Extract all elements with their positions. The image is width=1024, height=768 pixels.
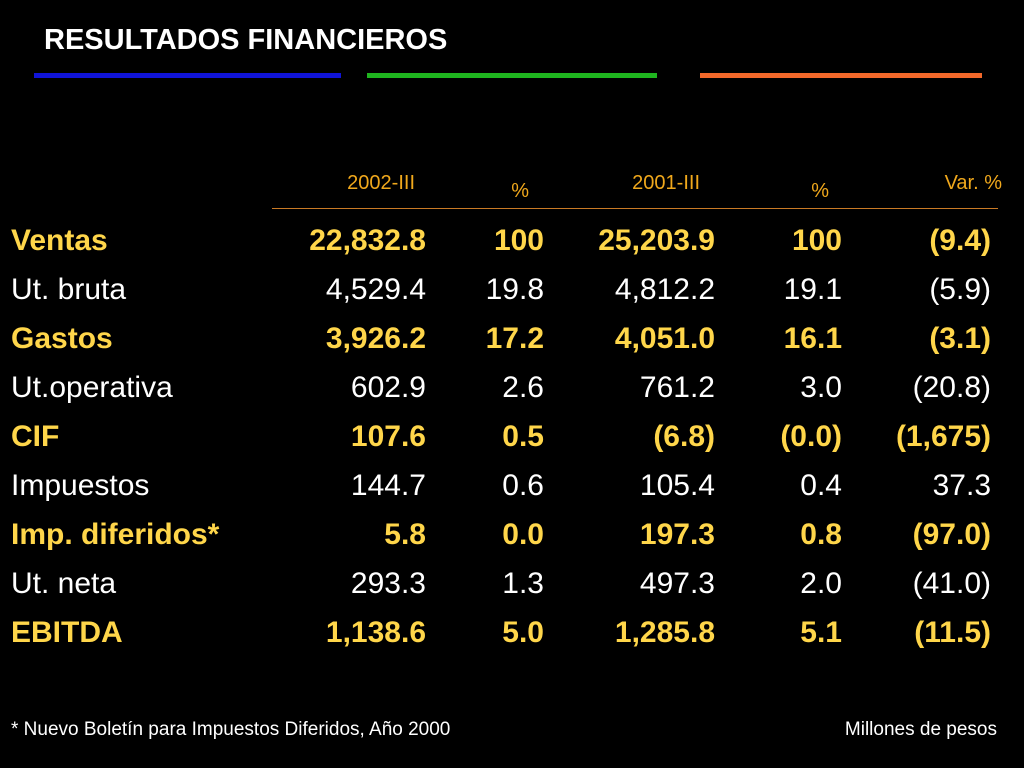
value-2002: 3,926.2 [325, 322, 426, 355]
value-2001: 197.3 [639, 518, 715, 551]
value-2001: 497.3 [639, 567, 715, 600]
table-row: Ventas 22,832.8 100 25,203.9 100 (9.4) [0, 224, 1024, 264]
value-2002: 293.3 [350, 567, 426, 600]
blue-divider-bar [34, 73, 341, 78]
row-label: EBITDA [11, 616, 123, 649]
percent-2002: 19.8 [485, 273, 544, 306]
table-row: Imp. diferidos* 5.8 0.0 197.3 0.8 (97.0) [0, 518, 1024, 558]
value-2001: 761.2 [639, 371, 715, 404]
value-2002: 1,138.6 [325, 616, 426, 649]
row-label: Imp. diferidos* [11, 518, 220, 551]
percent-2002: 100 [493, 224, 544, 257]
value-2002: 144.7 [350, 469, 426, 502]
table-row: Ut. neta 293.3 1.3 497.3 2.0 (41.0) [0, 567, 1024, 607]
row-label: Impuestos [11, 469, 150, 502]
percent-2001: 5.1 [800, 616, 842, 649]
percent-2001: (0.0) [780, 420, 842, 453]
value-2001: 105.4 [639, 469, 715, 502]
percent-2002: 5.0 [502, 616, 544, 649]
header-percent-1: % [511, 180, 529, 202]
percent-2001: 100 [791, 224, 842, 257]
green-divider-bar [367, 73, 657, 78]
value-2001: (6.8) [653, 420, 715, 453]
table-row: Impuestos 144.7 0.6 105.4 0.4 37.3 [0, 469, 1024, 509]
value-2002: 4,529.4 [325, 273, 426, 306]
table-row: Ut. bruta 4,529.4 19.8 4,812.2 19.1 (5.9… [0, 273, 1024, 313]
value-2002: 107.6 [350, 420, 426, 453]
table-row: Gastos 3,926.2 17.2 4,051.0 16.1 (3.1) [0, 322, 1024, 362]
value-2001: 4,051.0 [614, 322, 715, 355]
header-divider [272, 208, 998, 209]
variation: (20.8) [912, 371, 991, 404]
table-row: EBITDA 1,138.6 5.0 1,285.8 5.1 (11.5) [0, 616, 1024, 656]
percent-2002: 17.2 [485, 322, 544, 355]
variation: (5.9) [929, 273, 991, 306]
percent-2002: 1.3 [502, 567, 544, 600]
units-note: Millones de pesos [844, 719, 997, 740]
table-row: Ut.operativa 602.9 2.6 761.2 3.0 (20.8) [0, 371, 1024, 411]
variation: (41.0) [912, 567, 991, 600]
percent-2001: 3.0 [800, 371, 842, 404]
row-label: Gastos [11, 322, 113, 355]
variation: (1,675) [895, 420, 991, 453]
page-title: RESULTADOS FINANCIEROS [44, 24, 448, 56]
row-label: Ventas [11, 224, 108, 257]
percent-2002: 0.5 [502, 420, 544, 453]
percent-2001: 19.1 [783, 273, 842, 306]
row-label: Ut. bruta [11, 273, 127, 306]
footnote: * Nuevo Boletín para Impuestos Diferidos… [11, 719, 451, 740]
header-percent-2: % [811, 180, 829, 202]
header-2001-iii: 2001-III [632, 172, 700, 194]
table-row: CIF 107.6 0.5 (6.8) (0.0) (1,675) [0, 420, 1024, 460]
value-2002: 22,832.8 [309, 224, 426, 257]
header-2002-iii: 2002-III [347, 172, 415, 194]
percent-2002: 2.6 [502, 371, 544, 404]
row-label: Ut.operativa [11, 371, 173, 404]
value-2002: 602.9 [350, 371, 426, 404]
variation: (3.1) [929, 322, 991, 355]
variation: 37.3 [932, 469, 991, 502]
variation: (97.0) [912, 518, 991, 551]
variation: (11.5) [914, 616, 991, 649]
percent-2001: 2.0 [800, 567, 842, 600]
header-var-percent: Var. % [944, 172, 1002, 194]
percent-2001: 0.4 [800, 469, 842, 502]
row-label: Ut. neta [11, 567, 117, 600]
value-2001: 1,285.8 [614, 616, 715, 649]
orange-divider-bar [700, 73, 982, 78]
percent-2002: 0.0 [502, 518, 544, 551]
row-label: CIF [11, 420, 60, 453]
percent-2001: 16.1 [783, 322, 842, 355]
value-2001: 4,812.2 [614, 273, 715, 306]
value-2001: 25,203.9 [598, 224, 715, 257]
variation: (9.4) [929, 224, 991, 257]
percent-2001: 0.8 [800, 518, 842, 551]
value-2002: 5.8 [384, 518, 426, 551]
percent-2002: 0.6 [502, 469, 544, 502]
